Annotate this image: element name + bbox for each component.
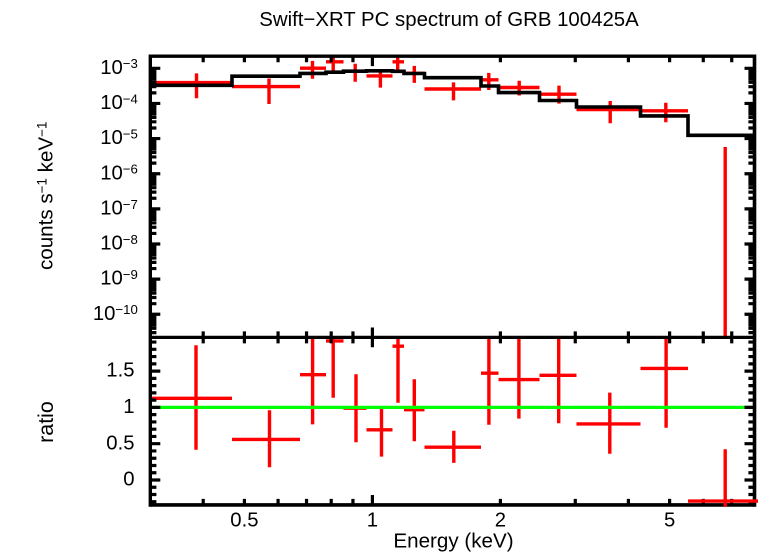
svg-text:Energy (keV): Energy (keV) bbox=[393, 530, 513, 553]
svg-text:1: 1 bbox=[367, 510, 378, 532]
svg-text:1.5: 1.5 bbox=[106, 360, 134, 382]
svg-text:counts s−1 keV−1: counts s−1 keV−1 bbox=[35, 122, 58, 270]
svg-text:0: 0 bbox=[123, 469, 134, 491]
svg-text:5: 5 bbox=[664, 510, 675, 532]
svg-text:0.5: 0.5 bbox=[230, 510, 258, 532]
svg-text:Swift−XRT PC spectrum of GRB 1: Swift−XRT PC spectrum of GRB 100425A bbox=[259, 9, 639, 31]
svg-text:ratio: ratio bbox=[34, 401, 58, 443]
svg-text:0.5: 0.5 bbox=[106, 432, 134, 454]
svg-text:1: 1 bbox=[123, 396, 134, 418]
svg-text:2: 2 bbox=[495, 510, 506, 532]
